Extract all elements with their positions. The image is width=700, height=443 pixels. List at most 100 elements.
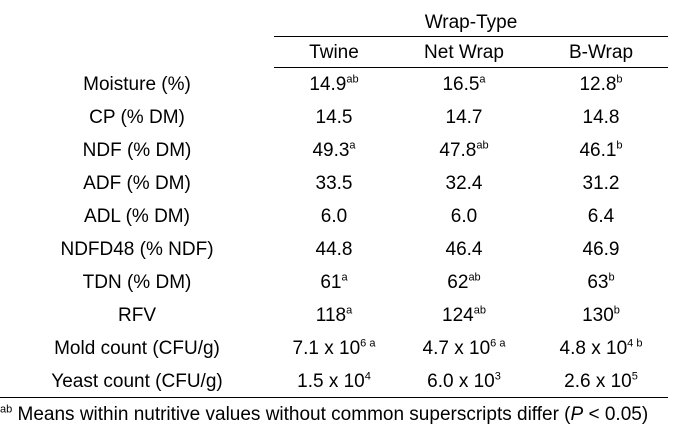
cell-b-wrap: 46.1b bbox=[534, 134, 668, 167]
cell-twine: 6.0 bbox=[274, 200, 394, 233]
cell-net-wrap: 4.7 x 106 a bbox=[394, 332, 534, 365]
cell-twine: 61a bbox=[274, 266, 394, 299]
row-label: NDF (% DM) bbox=[82, 140, 192, 161]
cell-value: 14.7 bbox=[445, 107, 483, 128]
cell-superscript: b bbox=[608, 271, 615, 284]
cell-b-wrap: 63b bbox=[534, 266, 668, 299]
table-row: TDN (% DM) 61a 62ab 63b bbox=[0, 266, 668, 299]
column-header-row: Twine Net Wrap B-Wrap bbox=[0, 36, 668, 68]
table-row: ADF (% DM) 33.5 32.4 31.2 bbox=[0, 167, 668, 200]
row-label: RFV bbox=[118, 305, 156, 326]
cell-value: 130 bbox=[582, 305, 614, 326]
cell-superscript: 6 a bbox=[360, 337, 376, 350]
row-label: NDFD48 (% NDF) bbox=[60, 239, 214, 260]
footnote-text-after: < 0.05) bbox=[583, 404, 649, 425]
row-label: CP (% DM) bbox=[89, 107, 185, 128]
cell-b-wrap: 46.9 bbox=[534, 233, 668, 266]
cell-b-wrap: 130b bbox=[534, 299, 668, 332]
cell-superscript: a bbox=[479, 73, 486, 86]
cell-net-wrap: 47.8ab bbox=[394, 134, 534, 167]
nutritive-values-table: Wrap-Type Twine Net Wrap B-Wrap Moisture… bbox=[0, 8, 668, 398]
cell-b-wrap: 6.4 bbox=[534, 200, 668, 233]
cell-twine: 33.5 bbox=[274, 167, 394, 200]
cell-superscript: 5 bbox=[631, 370, 638, 383]
table-row: ADL (% DM) 6.0 6.0 6.4 bbox=[0, 200, 668, 233]
cell-superscript: ab bbox=[346, 73, 359, 86]
header-blank bbox=[0, 8, 274, 37]
cell-net-wrap: 124ab bbox=[394, 299, 534, 332]
cell-value: 16.5 bbox=[442, 74, 480, 95]
cell-value: 7.1 x 10 bbox=[292, 338, 361, 359]
cell-value: 49.3 bbox=[312, 140, 350, 161]
cell-superscript: 3 bbox=[494, 370, 501, 383]
cell-value: 46.1 bbox=[579, 140, 617, 161]
cell-value: 44.8 bbox=[315, 239, 353, 260]
cell-b-wrap: 2.6 x 105 bbox=[534, 365, 668, 398]
cell-superscript: a bbox=[341, 271, 348, 284]
cell-net-wrap: 14.7 bbox=[394, 101, 534, 134]
cell-superscript: ab bbox=[476, 139, 489, 152]
cell-value: 31.2 bbox=[582, 173, 620, 194]
cell-twine: 49.3a bbox=[274, 134, 394, 167]
cell-superscript: a bbox=[346, 304, 353, 317]
cell-superscript: 4 bbox=[364, 370, 371, 383]
header-group-row: Wrap-Type bbox=[0, 8, 668, 37]
cell-b-wrap: 12.8b bbox=[534, 68, 668, 102]
cell-value: 46.9 bbox=[582, 239, 620, 260]
cell-value: 118 bbox=[315, 305, 347, 326]
cell-value: 14.5 bbox=[315, 107, 353, 128]
cell-value: 32.4 bbox=[445, 173, 483, 194]
cell-twine: 44.8 bbox=[274, 233, 394, 266]
column-header-b-wrap: B-Wrap bbox=[534, 36, 668, 68]
cell-net-wrap: 16.5a bbox=[394, 68, 534, 102]
table-row: CP (% DM) 14.5 14.7 14.8 bbox=[0, 101, 668, 134]
cell-superscript: 6 a bbox=[490, 337, 506, 350]
cell-net-wrap: 6.0 bbox=[394, 200, 534, 233]
row-label: Mold count (CFU/g) bbox=[54, 338, 220, 359]
cell-value: 1.5 x 10 bbox=[297, 371, 365, 392]
cell-net-wrap: 32.4 bbox=[394, 167, 534, 200]
row-label: ADF (% DM) bbox=[83, 173, 191, 194]
row-label: ADL (% DM) bbox=[84, 206, 190, 227]
footnote-text-before: Means within nutritive values without co… bbox=[12, 404, 571, 425]
table-bottom-rule bbox=[0, 397, 668, 398]
cell-value: 6.4 bbox=[587, 206, 615, 227]
table-row: NDF (% DM) 49.3a 47.8ab 46.1b bbox=[0, 134, 668, 167]
cell-value: 12.8 bbox=[579, 74, 617, 95]
cell-value: 46.4 bbox=[445, 239, 483, 260]
cell-superscript: b bbox=[616, 73, 623, 86]
cell-b-wrap: 14.8 bbox=[534, 101, 668, 134]
cell-value: 47.8 bbox=[439, 140, 477, 161]
cell-superscript: b bbox=[616, 139, 623, 152]
table-footnote: ab Means within nutritive values without… bbox=[0, 404, 700, 426]
cell-twine: 14.9ab bbox=[274, 68, 394, 102]
cell-value: 33.5 bbox=[315, 173, 353, 194]
footnote-superscript: ab bbox=[0, 403, 13, 416]
cell-value: 6.0 bbox=[450, 206, 478, 227]
row-label: Moisture (%) bbox=[83, 73, 191, 95]
cell-twine: 7.1 x 106 a bbox=[274, 332, 394, 365]
table-row: Moisture (%) 14.9ab 16.5a 12.8b bbox=[0, 68, 668, 102]
header-blank bbox=[0, 37, 274, 68]
cell-b-wrap: 4.8 x 104 b bbox=[534, 332, 668, 365]
cell-b-wrap: 31.2 bbox=[534, 167, 668, 200]
cell-value: 4.8 x 10 bbox=[559, 338, 628, 359]
row-label: TDN (% DM) bbox=[82, 272, 192, 293]
cell-superscript: a bbox=[349, 139, 356, 152]
cell-value: 4.7 x 10 bbox=[422, 338, 491, 359]
cell-value: 6.0 x 10 bbox=[427, 371, 495, 392]
footnote-p-symbol: P bbox=[570, 404, 584, 425]
table-row: Mold count (CFU/g) 7.1 x 106 a 4.7 x 106 a… bbox=[0, 332, 668, 365]
cell-value: 61 bbox=[320, 272, 342, 293]
wrap-type-header: Wrap-Type bbox=[274, 8, 668, 37]
row-label: Yeast count (CFU/g) bbox=[51, 371, 223, 392]
cell-twine: 14.5 bbox=[274, 101, 394, 134]
cell-net-wrap: 6.0 x 103 bbox=[394, 365, 534, 398]
cell-value: 124 bbox=[442, 305, 474, 326]
cell-twine: 118a bbox=[274, 299, 394, 332]
cell-net-wrap: 62ab bbox=[394, 266, 534, 299]
cell-value: 63 bbox=[587, 272, 609, 293]
cell-superscript: b bbox=[613, 304, 620, 317]
table-row: NDFD48 (% NDF) 44.8 46.4 46.9 bbox=[0, 233, 668, 266]
cell-value: 62 bbox=[447, 272, 469, 293]
